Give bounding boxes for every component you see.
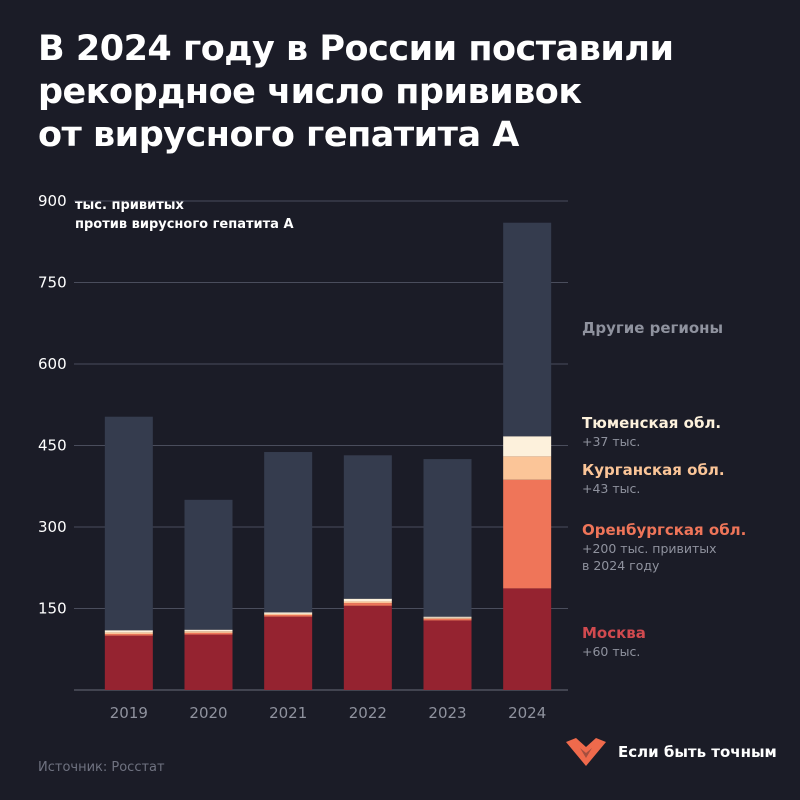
y-tick-label-150: 150 — [38, 600, 67, 618]
bar-orenburg-2020 — [184, 632, 233, 635]
bar-tyumen-2024 — [503, 436, 552, 457]
brand-logo-icon — [566, 738, 606, 766]
bar-moscow-2020 — [184, 634, 233, 690]
legend-other-name: Другие регионы — [582, 319, 724, 337]
x-tick-label-2019: 2019 — [110, 704, 148, 722]
bar-tyumen-2022 — [343, 598, 392, 602]
bar-kurgan-2022 — [343, 601, 392, 604]
legend-orenburg: Оренбургская обл. +200 тыс. привитых в 2… — [582, 520, 746, 574]
legend-moscow-name: Москва — [582, 624, 646, 642]
bar-other-2022 — [343, 455, 392, 599]
legend-orenburg-note-1: +200 тыс. привитых — [582, 541, 717, 556]
y-axis-label: тыс. привитых против вирусного гепатита … — [75, 196, 294, 234]
legend-tyumen-name: Тюменская обл. — [582, 414, 722, 432]
bar-other-2024 — [503, 222, 552, 437]
bar-moscow-2019 — [104, 635, 153, 690]
bar-moscow-2024 — [503, 588, 552, 690]
legend-orenburg-note-2: в 2024 году — [582, 558, 660, 573]
legend-kurgan-name: Курганская обл. — [582, 461, 725, 479]
bar-kurgan-2023 — [423, 617, 472, 619]
bar-other-2021 — [264, 452, 313, 613]
title-line-1: В 2024 году в России поставили — [38, 29, 674, 69]
y-tick-label-450: 450 — [38, 437, 67, 455]
bar-kurgan-2019 — [104, 632, 153, 635]
bar-other-2019 — [104, 416, 153, 631]
bar-orenburg-2022 — [343, 603, 392, 606]
bar-tyumen-2021 — [264, 612, 313, 614]
brand-name: Если быть точным — [618, 743, 777, 761]
y-tick-label-900: 900 — [38, 192, 67, 210]
bar-moscow-2021 — [264, 616, 313, 690]
bar-orenburg-2024 — [503, 479, 552, 589]
bar-orenburg-2019 — [104, 634, 153, 636]
bar-other-2020 — [184, 499, 233, 630]
legend-kurgan-note: +43 тыс. — [582, 481, 641, 496]
brand: Если быть точным — [566, 738, 777, 766]
bar-kurgan-2020 — [184, 631, 233, 633]
bar-other-2023 — [423, 459, 472, 617]
legend-moscow: Москва +60 тыс. — [582, 623, 646, 660]
bar-kurgan-2024 — [503, 456, 552, 480]
x-tick-label-2022: 2022 — [349, 704, 387, 722]
y-tick-label-600: 600 — [38, 355, 67, 373]
legend-kurgan: Курганская обл. +43 тыс. — [582, 460, 725, 497]
legend-tyumen: Тюменская обл. +37 тыс. — [582, 413, 721, 450]
source-note: Источник: Росстат — [38, 760, 165, 775]
x-tick-label-2024: 2024 — [508, 704, 546, 722]
x-tick-label-2021: 2021 — [269, 704, 307, 722]
page-title: В 2024 году в России поставили рекордное… — [38, 28, 738, 157]
legend-moscow-note: +60 тыс. — [582, 644, 641, 659]
title-line-3: от вирусного гепатита А — [38, 115, 519, 155]
legend-tyumen-note: +37 тыс. — [582, 434, 641, 449]
bar-moscow-2022 — [343, 605, 392, 690]
y-tick-label-750: 750 — [38, 274, 67, 292]
x-tick-label-2020: 2020 — [189, 704, 227, 722]
bar-tyumen-2023 — [423, 616, 472, 618]
y-axis-label-line-1: тыс. привитых — [75, 198, 184, 213]
bar-moscow-2023 — [423, 620, 472, 690]
legend-orenburg-name: Оренбургская обл. — [582, 521, 747, 539]
legend-other: Другие регионы — [582, 318, 723, 338]
bar-tyumen-2020 — [184, 629, 233, 632]
y-axis-label-line-2: против вирусного гепатита А — [75, 217, 294, 232]
bar-orenburg-2021 — [264, 615, 313, 617]
x-tick-label-2023: 2023 — [428, 704, 466, 722]
title-line-2: рекордное число прививок — [38, 72, 582, 112]
bar-tyumen-2019 — [104, 630, 153, 633]
bar-kurgan-2021 — [264, 613, 313, 616]
bar-orenburg-2023 — [423, 618, 472, 621]
y-tick-label-300: 300 — [38, 518, 67, 536]
